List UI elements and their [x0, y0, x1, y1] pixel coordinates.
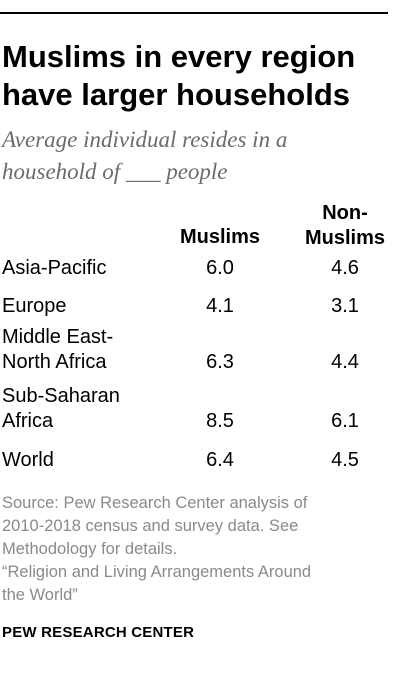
row-label-ssa-line1: Sub-Saharan	[2, 385, 120, 407]
source-line-1: Source: Pew Research Center analysis of	[2, 494, 308, 512]
row-label-ssa-line2: Africa	[2, 410, 54, 432]
cell-mena-non-muslims: 4.4	[331, 351, 359, 373]
source-line-2: 2010-2018 census and survey data. See	[2, 517, 299, 535]
chart-title: Muslims in every region have larger hous…	[2, 39, 356, 112]
source-line-3: Methodology for details.	[2, 540, 178, 558]
chart-subtitle: Average individual resides in a househol…	[2, 127, 288, 184]
row-label-world: World	[2, 449, 54, 471]
cell-world-muslims: 6.4	[206, 449, 234, 471]
row-label-europe: Europe	[2, 295, 67, 317]
top-rule	[0, 12, 388, 14]
column-header-muslims-label: Muslims	[179, 226, 261, 248]
cell-ssa-non-muslims: 6.1	[331, 410, 359, 432]
column-header-non-muslims-line2: Muslims	[304, 227, 386, 249]
cell-world-non-muslims: 4.5	[331, 449, 359, 471]
report-title-line-1: “Religion and Living Arrangements Around	[2, 563, 312, 581]
row-label-middle-east-north-africa: Middle East- North Africa	[2, 325, 172, 375]
cell-mena-muslims: 6.3	[206, 351, 234, 373]
column-header-muslims: Muslims	[162, 225, 278, 250]
cell-europe-muslims: 4.1	[206, 295, 234, 317]
cell-ssa-muslims: 8.5	[206, 410, 234, 432]
row-label-asia-pacific: Asia-Pacific	[2, 257, 107, 279]
source-note: Source: Pew Research Center analysis of …	[2, 492, 388, 607]
cell-europe-non-muslims: 3.1	[331, 295, 359, 317]
row-label-mena-line1: Middle East-	[2, 326, 114, 348]
cell-asia-pacific-non-muslims: 4.6	[331, 257, 359, 279]
row-label-sub-saharan-africa: Sub-Saharan Africa	[2, 384, 172, 434]
column-header-non-muslims: Non- Muslims	[295, 201, 395, 251]
column-header-non-muslims-line1: Non-	[322, 202, 368, 224]
brand-logo-text: PEW RESEARCH CENTER	[2, 624, 195, 641]
cell-asia-pacific-muslims: 6.0	[206, 257, 234, 279]
report-title-line-2: the World”	[2, 586, 78, 604]
row-label-mena-line2: North Africa	[2, 351, 107, 373]
